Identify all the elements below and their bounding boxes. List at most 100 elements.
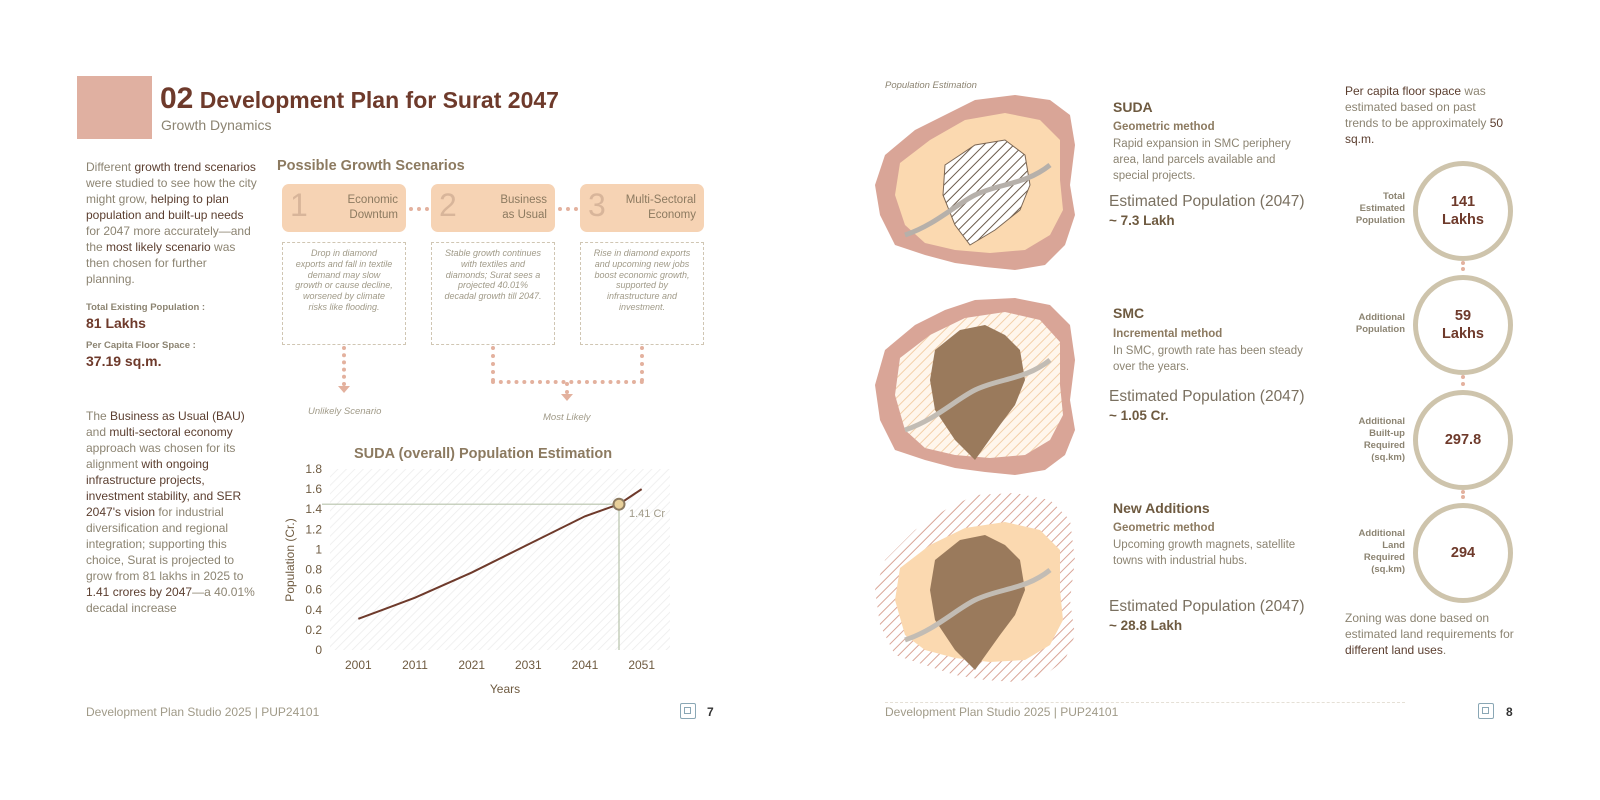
intro-text: for 2047 more accurately—and the [86, 224, 251, 254]
map-suda [875, 95, 1075, 270]
arrow-down-icon [561, 394, 573, 401]
connector-dots [491, 346, 495, 382]
title-number: 02 [160, 82, 194, 115]
para-highlight: multi-sectoral economy [109, 425, 233, 439]
scenario-card-3: 3 Multi-Sectoral Economy [580, 184, 704, 232]
scenario-desc-3: Rise in diamond exports and upcoming new… [580, 242, 704, 345]
circle-value: 294 [1450, 545, 1476, 561]
section-suda-title: SUDA [1113, 99, 1153, 115]
floor-space-note: Per capita floor space was estimated bas… [1345, 83, 1510, 147]
circle-label: Additional Population [1355, 312, 1405, 335]
chart-title: SUDA (overall) Population Estimation [354, 446, 613, 462]
para-text: The [86, 409, 111, 423]
logo-icon [680, 703, 696, 719]
intro-paragraph: Different growth trend scenarios were st… [86, 159, 258, 287]
y-tick-label: 1.8 [305, 462, 322, 476]
intro-text: Different [86, 160, 135, 174]
section-smc-desc: In SMC, growth rate has been steady over… [1113, 345, 1303, 373]
section-suda-desc: Rapid expansion in SMC periphery area, l… [1113, 138, 1291, 182]
logo-icon [1478, 703, 1494, 719]
footer-left: Development Plan Studio 2025 | PUP24101 [86, 705, 320, 719]
section-new-additions-est-value: ~ 28.8 Lakh [1109, 618, 1183, 633]
circle-label: Additional Land Required (sq.km) [1358, 528, 1405, 575]
y-tick-label: 0.6 [305, 583, 322, 597]
y-tick-label: 0.8 [305, 563, 322, 577]
intro-highlight: helping to plan population and built-up … [86, 192, 244, 222]
population-chart: 0 0.2 0.4 0.6 0.8 1 1.2 1.4 1.6 1.8 2001 2011 2021 2… [283, 462, 670, 696]
section-smc-est-value: ~ 1.05 Cr. [1109, 408, 1169, 423]
scenarios-title: Possible Growth Scenarios [277, 158, 465, 174]
zoning-note: Zoning was done based on estimated land … [1345, 610, 1525, 658]
circle-value: 141 Lakhs [1442, 194, 1484, 228]
bau-paragraph: The Business as Usual (BAU) and multi-se… [86, 408, 256, 616]
circle-land-required: 294 [1413, 503, 1513, 603]
para-text: and [86, 425, 110, 439]
page-number-right: 8 [1506, 705, 1513, 719]
section-new-additions-desc: Upcoming growth magnets, satellite towns… [1113, 539, 1296, 567]
connector-dots [1461, 375, 1465, 386]
scenario-label: Multi-Sectoral Economy [625, 194, 696, 221]
x-tick-label: 2041 [572, 658, 599, 672]
para-highlight: 1.41 crores by 2047 [86, 585, 193, 599]
scenario-label: Economic Downtum [347, 194, 399, 221]
connector-dots [409, 207, 429, 211]
scenario-desc-2: Stable growth continues with textiles an… [431, 242, 555, 345]
intro-highlight: growth trend scenarios [134, 160, 256, 174]
map-smc [875, 298, 1075, 475]
y-tick-label: 0.4 [305, 603, 322, 617]
stat-population-label: Total Existing Population : [86, 302, 206, 313]
para-highlight: with ongoing infrastructure projects, in… [86, 457, 242, 519]
header-color-block [77, 76, 152, 139]
stat-floor-space-label: Per Capita Floor Space : [86, 340, 196, 351]
intro-text: were studied to see how the city might g… [86, 176, 257, 206]
section-smc-est-label: Estimated Population (2047) [1109, 388, 1305, 405]
connector-dots [640, 346, 644, 382]
population-estimation-label: Population Estimation [885, 80, 977, 91]
scenario-number: 2 [439, 187, 457, 223]
page-subtitle: Growth Dynamics [161, 117, 272, 133]
footer-divider [885, 702, 1405, 703]
map-new-additions [875, 493, 1075, 682]
zoning-text: . [1442, 643, 1447, 657]
connector-dots [565, 382, 569, 394]
y-tick-label: 1 [315, 542, 322, 556]
circle-additional-population: 59 Lakhs [1413, 275, 1513, 375]
circle-value: 297.8 [1444, 432, 1482, 448]
note-highlight: 50 sq.m. [1345, 116, 1504, 146]
y-tick-label: 1.6 [305, 482, 322, 496]
page-number-left: 7 [707, 705, 714, 719]
section-new-additions-title: New Additions [1113, 500, 1210, 516]
x-tick-label: 2001 [345, 658, 372, 672]
x-axis-label: Years [490, 682, 520, 696]
intro-text: was then chosen for further planning. [86, 240, 236, 286]
scenario-label: Business as Usual [500, 194, 547, 221]
circle-label: Additional Built-up Required (sq.km) [1358, 416, 1405, 463]
x-tick-label: 2031 [515, 658, 542, 672]
scenario-number: 1 [290, 187, 308, 223]
note-text: was estimated based on past trends to be… [1345, 84, 1490, 130]
connector-dots [1461, 490, 1465, 499]
circle-built-up: 297.8 [1413, 390, 1513, 490]
para-text: for industrial diversification and regio… [86, 505, 244, 583]
section-new-additions-est-label: Estimated Population (2047) [1109, 598, 1305, 615]
section-smc-method: Incremental method [1113, 328, 1223, 340]
circle-total-population: 141 Lakhs [1413, 161, 1513, 261]
y-tick-label: 1.4 [305, 502, 322, 516]
highlight-marker [612, 497, 626, 511]
section-suda-method: Geometric method [1113, 121, 1215, 133]
footer-right: Development Plan Studio 2025 | PUP24101 [885, 705, 1119, 719]
section-new-additions-method: Geometric method [1113, 522, 1215, 534]
intro-highlight: most likely scenario [106, 240, 211, 254]
stat-floor-space-value: 37.19 sq.m. [86, 353, 162, 369]
para-highlight: Business as Usual (BAU) [110, 409, 245, 423]
y-tick-label: 0.2 [305, 623, 322, 637]
connector-dots [558, 207, 578, 211]
y-tick-label: 1.2 [305, 522, 322, 536]
circle-value: 59 Lakhs [1442, 308, 1484, 342]
maps-column [875, 95, 1075, 682]
scenario-desc-1: Drop in diamond exports and fall in text… [282, 242, 406, 345]
x-tick-label: 2021 [458, 658, 485, 672]
note-highlight: Per capita floor space [1345, 84, 1462, 98]
highlight-label: 1.41 Cr [629, 508, 665, 520]
para-text: —a 40.01% decadal increase [86, 585, 255, 615]
